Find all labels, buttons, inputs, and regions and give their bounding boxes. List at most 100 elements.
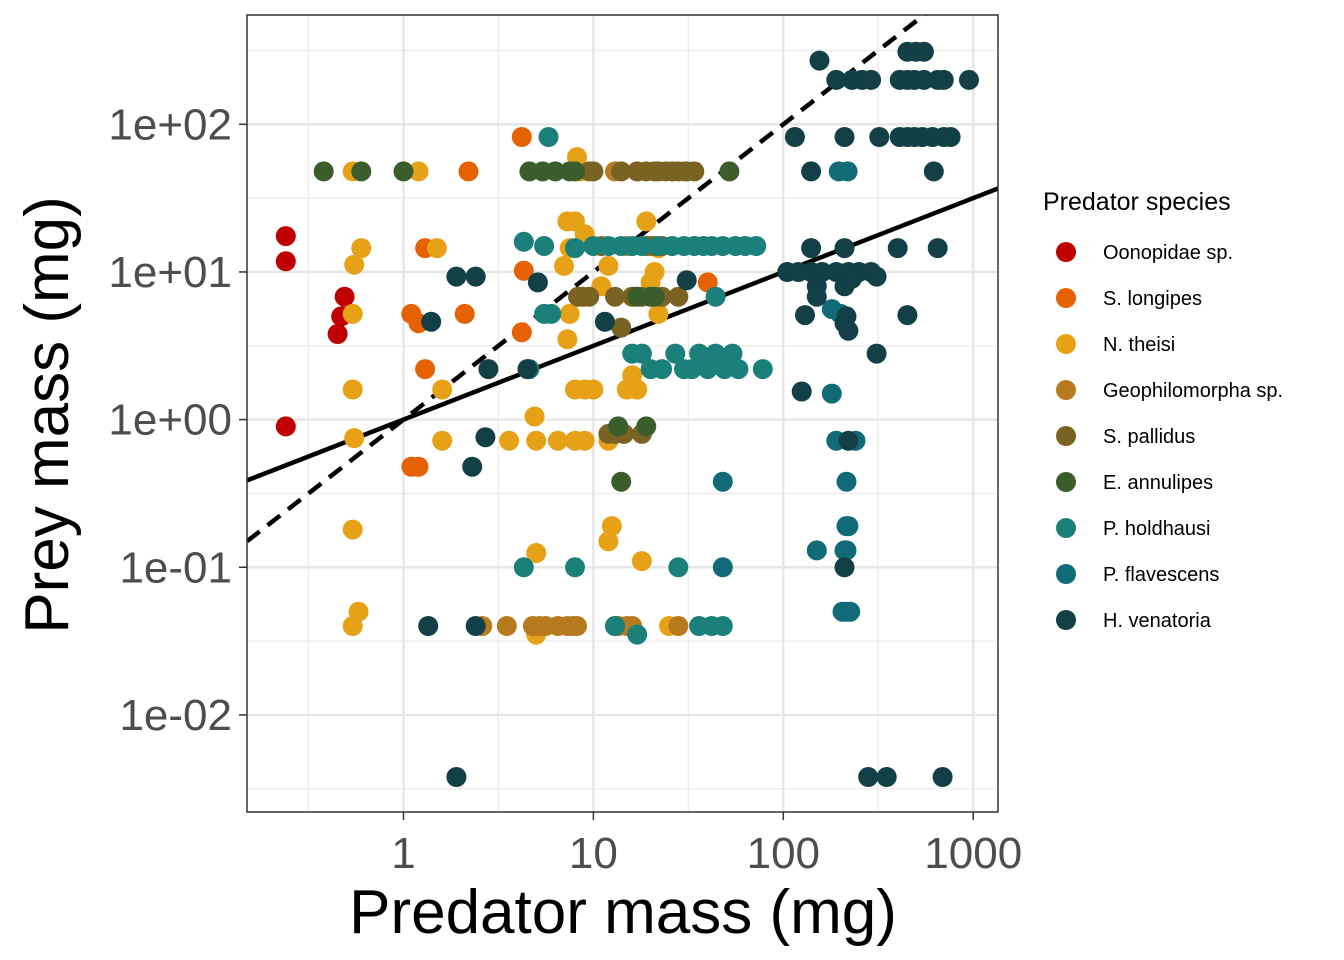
data-point <box>559 303 580 324</box>
legend-key <box>1056 472 1076 492</box>
data-point <box>511 127 532 147</box>
data-point <box>454 303 475 324</box>
data-point <box>611 161 632 182</box>
series-0 <box>275 226 355 437</box>
data-point <box>475 427 496 448</box>
data-point <box>795 305 815 326</box>
points <box>275 41 979 787</box>
x-axis: 1 10 100 1000 <box>391 812 1022 878</box>
data-point <box>275 251 296 272</box>
data-point <box>838 430 859 451</box>
data-point <box>826 69 847 90</box>
data-point <box>648 303 669 324</box>
data-point <box>462 456 483 477</box>
data-point <box>342 616 363 636</box>
data-point <box>676 270 697 291</box>
data-point <box>342 379 363 400</box>
data-point <box>752 359 773 380</box>
data-point <box>601 516 622 537</box>
legend-label: N. theisi <box>1103 334 1175 356</box>
series-1 <box>401 127 718 477</box>
x-tick-label: 100 <box>747 829 820 878</box>
data-point <box>545 161 566 182</box>
data-point <box>712 471 733 492</box>
data-point <box>801 161 822 182</box>
y-tick-label: 1e+02 <box>108 100 232 149</box>
data-point <box>697 359 718 380</box>
data-point <box>652 359 673 380</box>
data-point <box>836 471 857 492</box>
data-point <box>458 161 479 182</box>
data-point <box>840 601 861 622</box>
data-point <box>334 286 355 307</box>
x-tick-label: 1000 <box>924 829 1022 878</box>
data-point <box>913 41 934 62</box>
y-tick-label: 1e+00 <box>108 396 232 445</box>
data-point <box>932 767 953 787</box>
data-point <box>541 303 562 324</box>
series-2 <box>342 147 679 645</box>
data-point <box>446 767 467 787</box>
data-point <box>547 430 568 451</box>
data-point <box>313 161 334 182</box>
data-point <box>869 127 890 147</box>
data-point <box>801 238 822 259</box>
panel-border <box>246 14 999 813</box>
data-point <box>583 236 604 256</box>
plot-panel <box>246 14 999 813</box>
data-point <box>432 379 453 400</box>
data-point <box>627 624 648 645</box>
data-point <box>722 343 743 364</box>
data-point <box>567 616 587 636</box>
data-point <box>605 286 625 307</box>
data-point <box>426 238 447 259</box>
data-point <box>496 616 517 636</box>
data-point <box>408 161 429 182</box>
data-point <box>913 69 934 90</box>
legend-key <box>1056 334 1076 354</box>
data-point <box>940 127 961 147</box>
y-tick-label: 1e+01 <box>108 248 232 297</box>
legend-label: P. holdhausi <box>1103 518 1211 540</box>
data-point <box>923 161 944 182</box>
series-6 <box>513 127 773 645</box>
data-point <box>712 616 733 636</box>
legend-label: S. pallidus <box>1103 426 1195 448</box>
data-point <box>838 516 859 537</box>
data-point <box>415 359 436 380</box>
data-point <box>728 359 749 380</box>
data-point <box>681 359 702 380</box>
data-point <box>837 161 858 182</box>
data-point <box>806 540 827 561</box>
legend-key <box>1056 610 1076 630</box>
data-point <box>513 260 534 281</box>
data-point <box>927 238 948 259</box>
data-point <box>534 236 555 256</box>
data-point <box>594 311 615 332</box>
data-point <box>432 430 453 451</box>
data-point <box>554 255 574 276</box>
data-point <box>275 226 296 247</box>
data-point <box>527 272 548 293</box>
data-point <box>705 286 726 307</box>
legend-label: Geophilomorpha sp. <box>1103 380 1283 402</box>
data-point <box>526 543 547 563</box>
series-5 <box>313 161 740 492</box>
data-point <box>344 254 365 275</box>
legend-label: S. longipes <box>1103 288 1202 310</box>
data-point <box>598 255 619 276</box>
data-point <box>351 161 372 182</box>
data-point <box>513 557 534 578</box>
data-point <box>689 343 710 364</box>
legend-label: H. venatoria <box>1103 610 1212 632</box>
series-8 <box>418 41 979 787</box>
y-tick-label: 1e-01 <box>119 543 232 592</box>
data-point <box>611 317 632 338</box>
data-point <box>834 127 855 147</box>
data-point <box>499 430 520 451</box>
data-point <box>565 161 585 182</box>
data-point <box>565 238 585 259</box>
data-point <box>418 616 439 636</box>
data-point <box>636 211 657 232</box>
legend-label: Oonopidae sp. <box>1103 242 1233 264</box>
